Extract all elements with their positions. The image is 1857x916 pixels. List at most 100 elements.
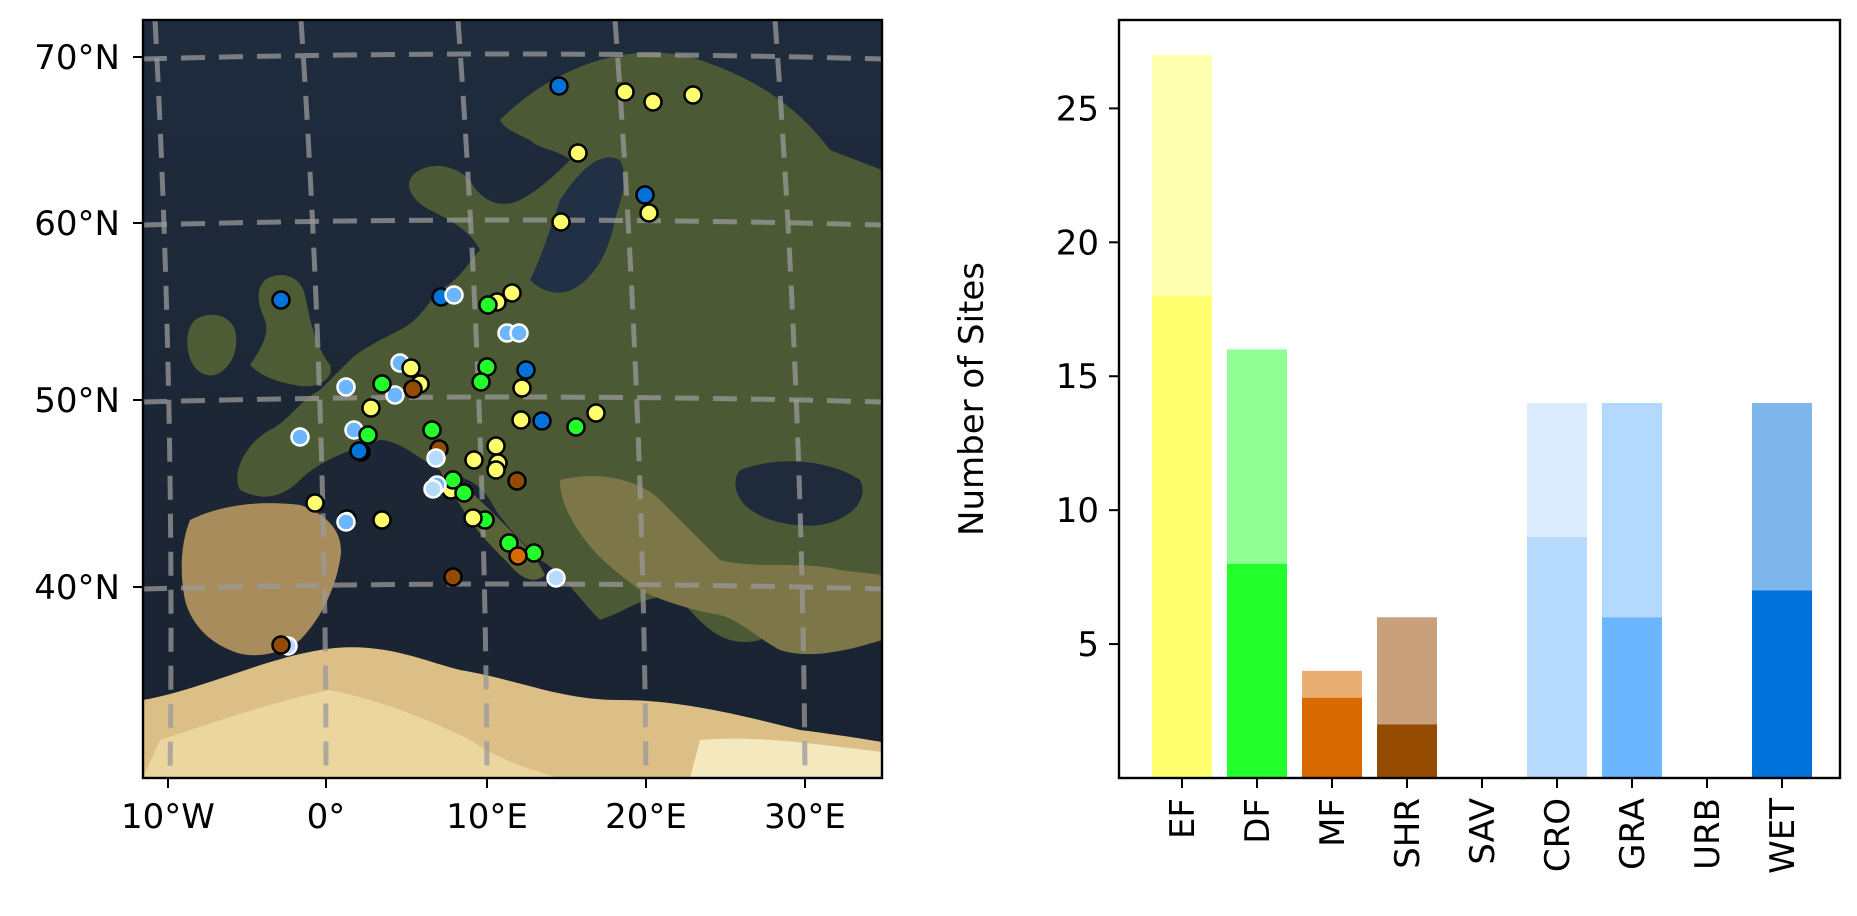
map-tick-labels: 70°N 60°N 50°N 40°N 10°W 0° 10°E 20°E 30°E	[34, 38, 846, 837]
y-axis-label: Number of Sites	[952, 262, 992, 536]
bar-upper-segment-shr	[1377, 617, 1437, 725]
site-marker	[478, 295, 498, 315]
site-marker	[358, 425, 378, 445]
bar-chart-panel: EF DF MF SHR SAV CRO GRA URB WET 5 10 15 20 25 Number…	[952, 18, 1842, 874]
site-marker	[512, 378, 532, 398]
site-marker	[336, 377, 356, 397]
site-marker	[549, 76, 569, 96]
x-tick-label-df: DF	[1238, 798, 1278, 844]
bar-lower-segment-gra	[1602, 617, 1662, 778]
longitude-tick-label: 10°W	[121, 797, 215, 837]
x-tick-label-ef: EF	[1163, 798, 1203, 839]
site-marker	[546, 568, 566, 588]
bar-upper-segment-wet	[1752, 403, 1812, 591]
bar-lower-segment-mf	[1302, 697, 1362, 778]
y-tick-label: 25	[1056, 89, 1099, 129]
y-tick-label: 15	[1056, 357, 1099, 397]
site-marker	[516, 360, 536, 380]
latitude-tick-label: 70°N	[34, 38, 120, 78]
site-marker	[509, 323, 529, 343]
site-marker	[639, 203, 659, 223]
bar-upper-segment-gra	[1602, 403, 1662, 618]
x-tick-label-mf: MF	[1313, 798, 1353, 847]
site-marker	[615, 82, 635, 102]
site-marker	[271, 635, 291, 655]
latitude-tick-label: 60°N	[34, 204, 120, 244]
longitude-tick-label: 20°E	[605, 797, 687, 837]
site-marker	[551, 212, 571, 232]
longitude-tick-label: 30°E	[764, 797, 846, 837]
longitude-gridline	[772, 20, 808, 778]
site-marker	[290, 427, 310, 447]
longitude-gridline	[298, 20, 329, 778]
longitude-gridline	[152, 20, 174, 778]
site-marker	[372, 510, 392, 530]
site-marker	[426, 448, 446, 468]
site-marker	[443, 567, 463, 587]
site-marker	[532, 411, 552, 431]
longitude-tick-label: 10°E	[446, 797, 528, 837]
x-tick-label-gra: GRA	[1613, 798, 1653, 870]
bar-lower-segment-shr	[1377, 724, 1437, 778]
desert-highlight	[143, 690, 560, 778]
bar-axes: EF DF MF SHR SAV CRO GRA URB WET 5 10 15 20 25	[1056, 89, 1803, 873]
site-marker	[372, 374, 392, 394]
y-tick-label: 5	[1077, 625, 1099, 665]
bar-upper-segment-mf	[1302, 670, 1362, 698]
site-marker	[486, 460, 506, 480]
site-marker	[422, 420, 442, 440]
bar-lower-segment-df	[1227, 563, 1287, 778]
bar-plot-area	[1152, 54, 1812, 778]
site-marker	[361, 398, 381, 418]
x-tick-label-shr: SHR	[1388, 798, 1428, 869]
site-marker	[508, 546, 528, 566]
bar-lower-segment-cro	[1527, 536, 1587, 778]
site-marker	[423, 479, 443, 499]
site-marker	[486, 436, 506, 456]
site-marker	[643, 92, 663, 112]
baltic-sea	[530, 157, 625, 293]
longitude-gridline	[612, 20, 649, 778]
site-marker	[507, 471, 527, 491]
site-markers	[271, 76, 703, 656]
site-marker	[349, 441, 369, 461]
y-tick-label: 20	[1056, 223, 1099, 263]
site-marker	[464, 450, 484, 470]
x-tick-label-wet: WET	[1763, 798, 1803, 874]
europe-landmass	[237, 52, 882, 642]
site-marker	[471, 372, 491, 392]
bar-upper-segment-df	[1227, 349, 1287, 564]
ireland-landmass	[187, 314, 237, 376]
longitude-tick-label: 0°	[307, 797, 346, 837]
bar-lower-segment-ef	[1152, 295, 1212, 778]
site-marker	[586, 403, 606, 423]
iberia-landmass	[181, 503, 341, 656]
site-marker	[566, 417, 586, 437]
map-panel: 70°N 60°N 50°N 40°N 10°W 0° 10°E 20°E 30°E	[34, 18, 884, 837]
bar-upper-segment-ef	[1152, 54, 1212, 296]
desert-highlight-east	[690, 738, 882, 778]
site-marker	[305, 493, 325, 513]
x-tick-label-cro: CRO	[1538, 798, 1578, 872]
bar-upper-segment-cro	[1527, 403, 1587, 537]
map-graticule	[143, 20, 882, 778]
site-marker	[511, 410, 531, 430]
site-marker	[568, 143, 588, 163]
site-marker	[524, 543, 544, 563]
longitude-gridline	[455, 20, 490, 778]
site-marker	[403, 379, 423, 399]
site-marker	[502, 283, 522, 303]
latitude-tick-label: 40°N	[34, 568, 120, 608]
site-marker	[463, 508, 483, 528]
site-marker	[444, 285, 464, 305]
site-marker	[499, 533, 519, 553]
x-tick-label-sav: SAV	[1463, 798, 1503, 865]
y-tick-label: 10	[1056, 491, 1099, 531]
britain-landmass	[250, 275, 331, 387]
bar-axes-frame	[1117, 18, 1842, 780]
site-marker	[385, 385, 405, 405]
bar-lower-segment-wet	[1752, 590, 1812, 778]
satellite-basemap	[143, 20, 882, 778]
latitude-tick-label: 50°N	[34, 381, 120, 421]
